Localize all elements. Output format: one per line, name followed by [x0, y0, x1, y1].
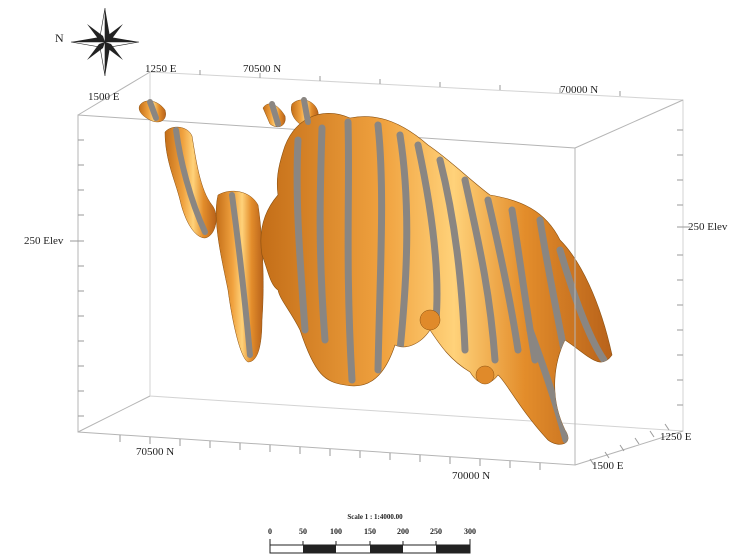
scale-tick-label: 50 — [299, 527, 307, 536]
label-bottom-left-north: 70500 N — [136, 446, 175, 458]
label-right-elev: 250 Elev — [688, 221, 728, 233]
scale-tick-label: 100 — [330, 527, 342, 536]
label-top-front-east: 1500 E — [88, 91, 120, 103]
label-left-elev: 250 Elev — [24, 235, 64, 247]
label-bottom-right-north: 70000 N — [452, 470, 491, 482]
scale-tick-label: 300 — [464, 527, 476, 536]
scale-title: Scale 1 : 1:4000.00 — [347, 513, 403, 521]
ore-fragment — [164, 126, 217, 239]
label-top-right-north: 70000 N — [560, 84, 599, 96]
scale-tick-label: 0 — [268, 527, 272, 536]
scale-tick-label: 200 — [397, 527, 409, 536]
compass-north-label: N — [55, 31, 64, 45]
axis-ticks — [70, 70, 690, 470]
label-top-left-north: 70500 N — [243, 63, 282, 75]
scale-tick-label: 250 — [430, 527, 442, 536]
label-top-back-east: 1250 E — [145, 63, 177, 75]
scale-tick-label: 150 — [364, 527, 376, 536]
label-bottom-back-east: 1250 E — [660, 431, 692, 443]
compass-rose-icon — [70, 7, 140, 77]
scale-bar — [269, 539, 471, 554]
label-bottom-front-east: 1500 E — [592, 460, 624, 472]
ore-body-model[interactable] — [138, 97, 613, 445]
